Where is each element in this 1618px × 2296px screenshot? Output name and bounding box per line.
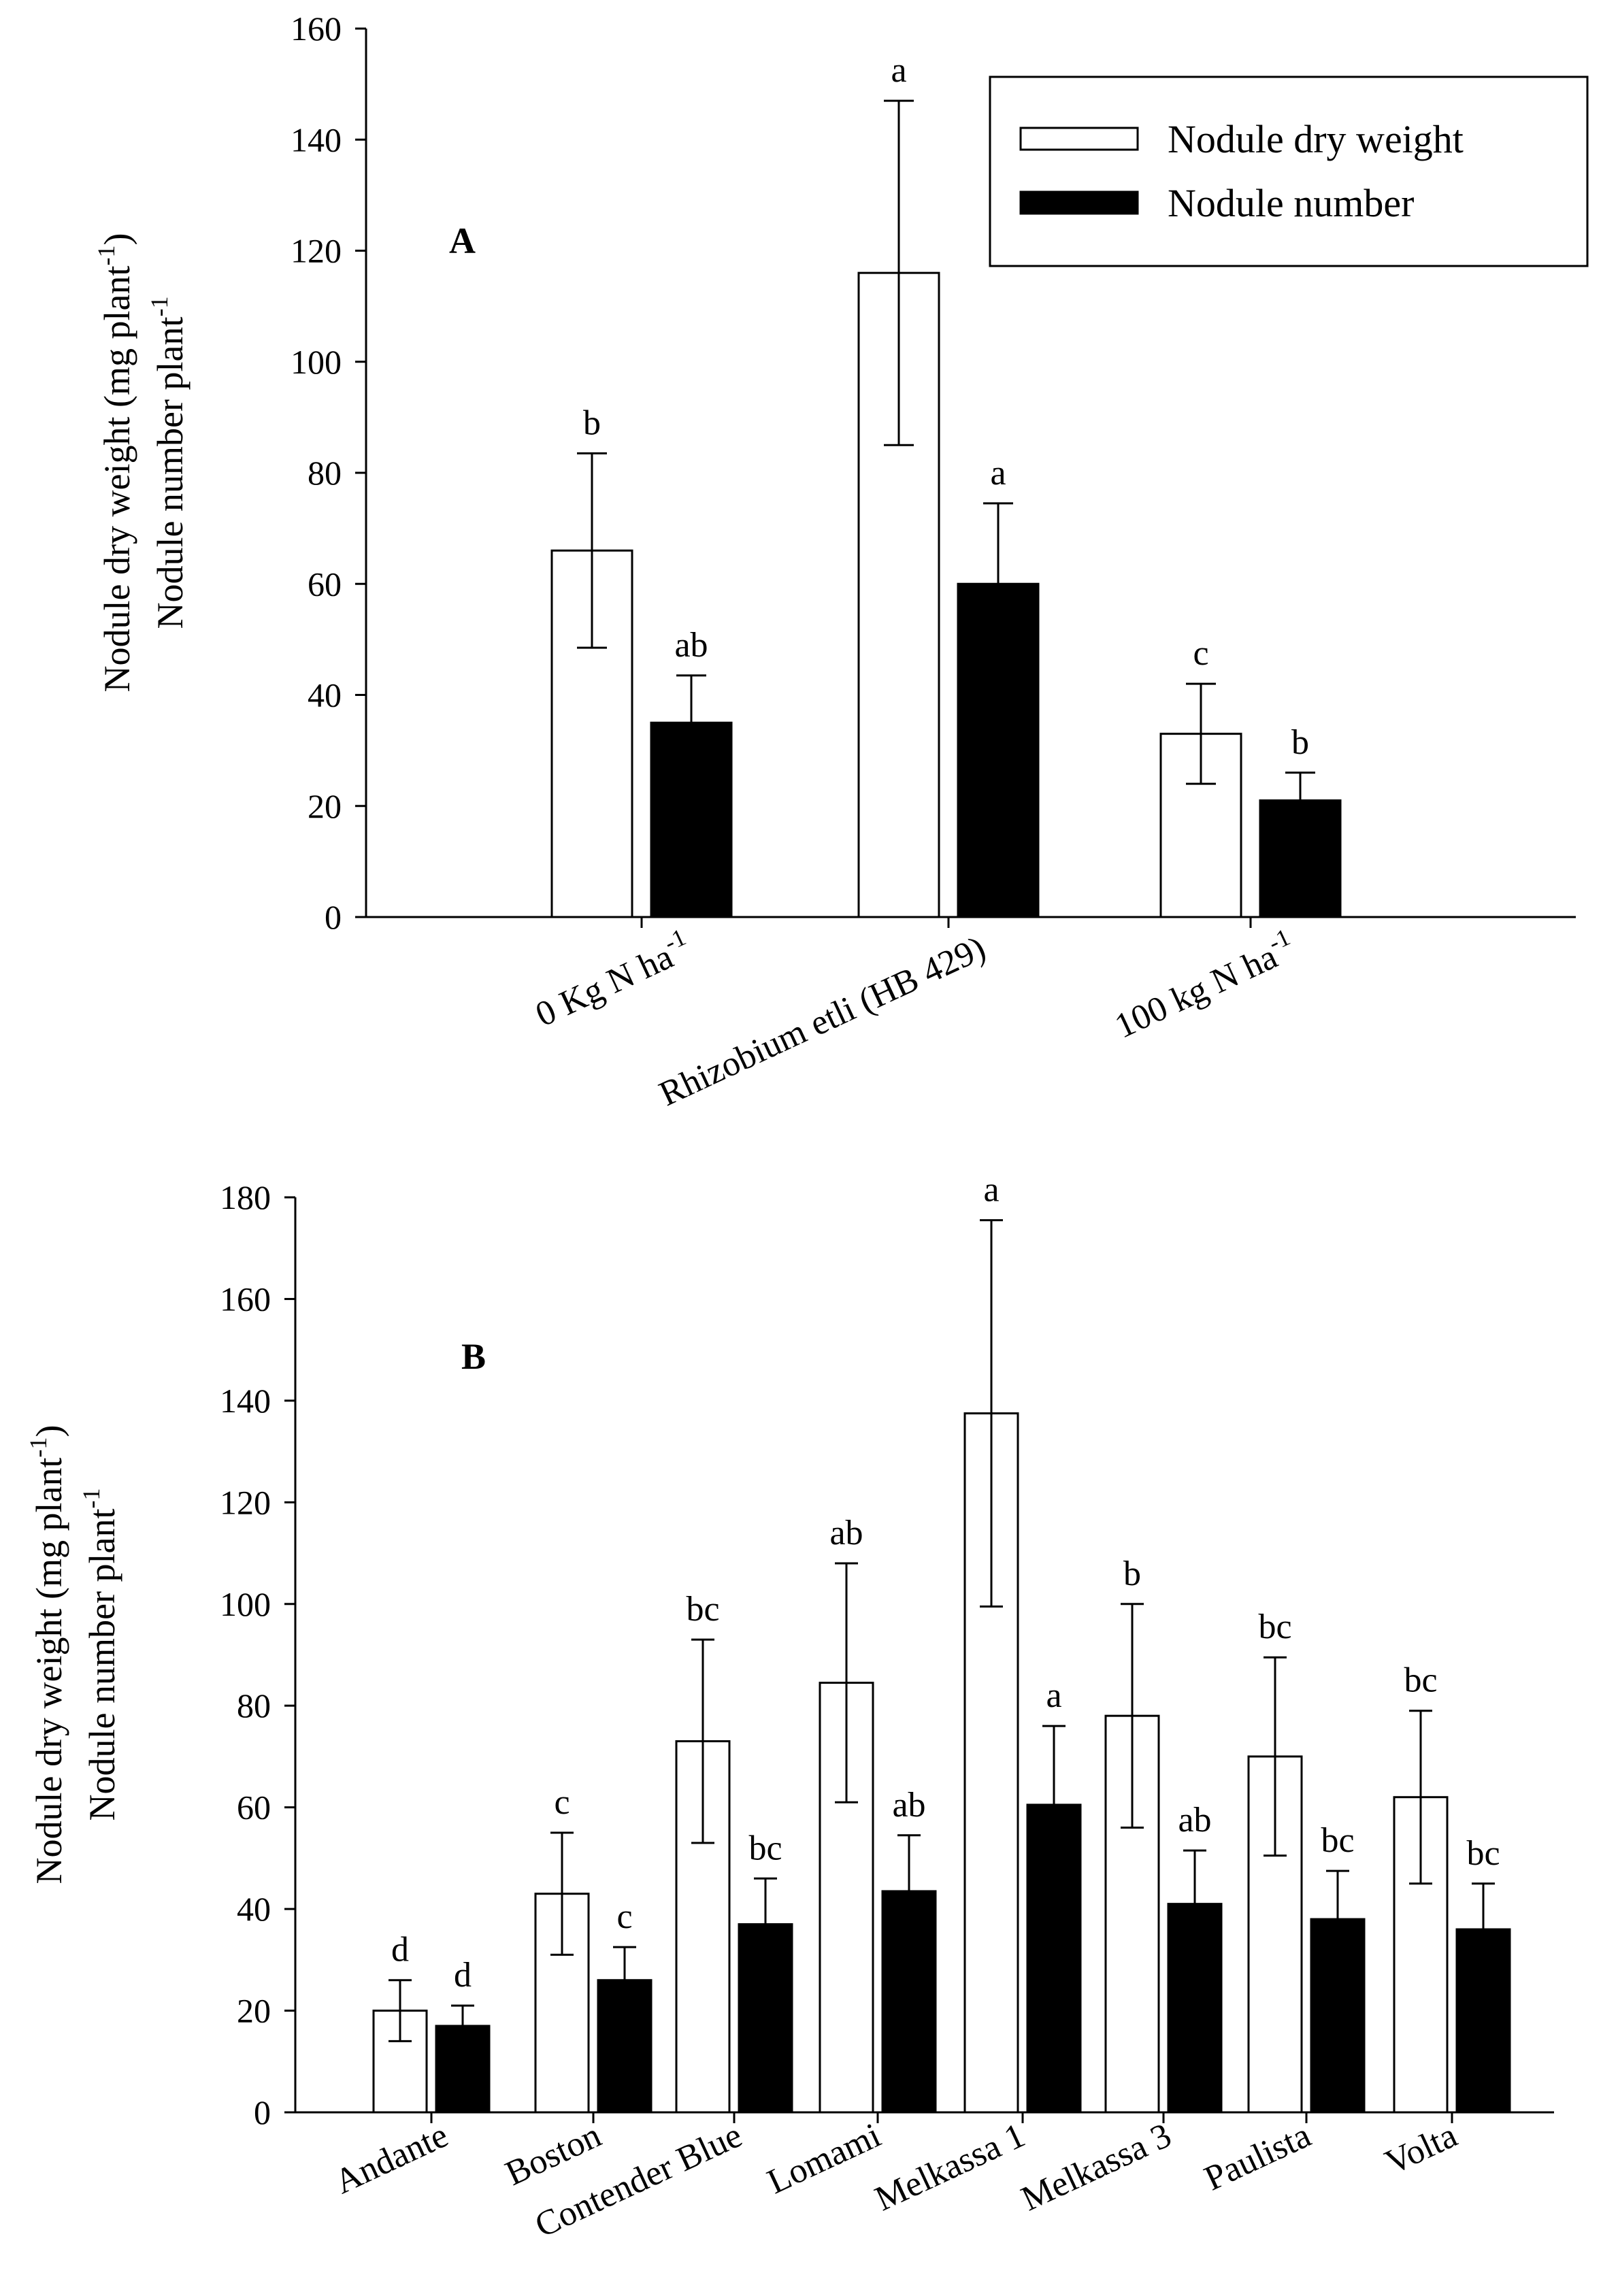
svg-text:Nodule dry weight (mg plant-1): Nodule dry weight (mg plant-1) [93, 233, 137, 693]
y-tick-label: 120 [291, 232, 342, 270]
panel-b-letter: B [461, 1336, 486, 1377]
significance-letter-nodule-number: ab [892, 1786, 925, 1825]
legend-swatch-dry-weight [1019, 127, 1139, 151]
y-tick-label: 140 [291, 120, 342, 159]
significance-letter-nodule-dry-weight: bc [1258, 1608, 1291, 1646]
y-tick-label: 160 [220, 1280, 271, 1318]
significance-letter-nodule-dry-weight: b [583, 403, 601, 442]
y-tick-label: 40 [237, 1890, 271, 1928]
y-tick-label: 120 [220, 1483, 271, 1521]
x-category-label-text: Andante [329, 2116, 454, 2201]
x-category-label-text: Volta [1379, 2116, 1463, 2182]
panel-a-y-label-line2-sup: -1 [146, 297, 173, 317]
panel-b-y-label: Nodule dry weight (mg plant-1) Nodule nu… [24, 1425, 122, 1884]
y-tick-label: 80 [237, 1686, 271, 1725]
panel-a-y-label: Nodule dry weight (mg plant-1) Nodule nu… [93, 233, 191, 693]
significance-letter-nodule-number: bc [748, 1829, 782, 1867]
y-tick-label: 0 [254, 2093, 271, 2131]
y-tick-label: 60 [308, 565, 342, 603]
x-category-label-text: 100 kg N ha [1109, 937, 1283, 1046]
panel-a-chart: A Nodule dry weight (mg plant-1) Nodule … [93, 10, 1589, 1114]
x-category-label-text: 0 Kg N ha [530, 937, 679, 1035]
y-tick-label: 40 [308, 676, 342, 714]
x-category-label-text: Melkassa 1 [870, 2116, 1031, 2218]
panel-b-y-label-line1-sup: -1 [24, 1437, 52, 1458]
x-category-label: Melkassa 1 [870, 2116, 1031, 2218]
x-category-label: 0 Kg N ha-1 [527, 923, 697, 1034]
panel-a-letter: A [449, 220, 476, 261]
significance-letter-nodule-dry-weight: c [554, 1783, 569, 1822]
significance-letter-nodule-dry-weight: bc [1404, 1661, 1437, 1700]
panel-a-y-label-line1-sup: -1 [93, 246, 120, 266]
y-tick-label: 100 [220, 1585, 271, 1623]
panel-a-y-label-line1: Nodule dry weight (mg plant [97, 266, 137, 693]
x-category-label: Volta [1379, 2116, 1463, 2182]
significance-letter-nodule-dry-weight: b [1123, 1554, 1141, 1593]
significance-letter-nodule-number: bc [1466, 1834, 1500, 1873]
significance-letter-nodule-number: a [990, 454, 1006, 493]
significance-letter-nodule-number: c [616, 1897, 632, 1936]
significance-letter-nodule-dry-weight: a [891, 51, 906, 90]
panel-b-y-label-line2: Nodule number plant [82, 1509, 122, 1821]
panel-a-y-label-line2: Nodule number plant [150, 317, 191, 629]
bar-nodule-number [435, 2025, 491, 2114]
significance-letter-nodule-number: bc [1321, 1821, 1354, 1860]
y-tick-label: 0 [325, 898, 342, 936]
legend-label-number: Nodule number [1168, 181, 1414, 225]
significance-letter-nodule-number: ab [1178, 1801, 1211, 1840]
svg-text:Nodule number plant-1: Nodule number plant-1 [146, 297, 191, 629]
legend-box [989, 76, 1589, 267]
significance-letter-nodule-number: b [1291, 723, 1309, 762]
x-category-label-text: Rhizobium etli (HB 429) [653, 929, 991, 1114]
significance-letter-nodule-dry-weight: d [391, 1931, 409, 1969]
x-category-label-text: Melkassa 3 [1016, 2116, 1177, 2218]
panel-a-legend: Nodule dry weight Nodule number [989, 76, 1589, 267]
x-category-label: 100 kg N ha-1 [1106, 923, 1302, 1046]
y-tick-label: 20 [237, 1992, 271, 2030]
y-tick-label: 80 [308, 454, 342, 492]
x-category-label: Rhizobium etli (HB 429) [653, 929, 991, 1114]
svg-text:Nodule dry weight (mg plant-1): Nodule dry weight (mg plant-1) [24, 1425, 69, 1884]
x-category-label: Melkassa 3 [1016, 2116, 1177, 2218]
x-category-label: Andante [329, 2116, 454, 2201]
y-tick-label: 140 [220, 1382, 271, 1420]
significance-letter-nodule-number: a [1046, 1676, 1061, 1715]
y-tick-label: 60 [237, 1788, 271, 1827]
x-category-label-text: Paulista [1199, 2116, 1317, 2198]
significance-letter-nodule-dry-weight: bc [686, 1590, 719, 1629]
x-category-label-text: Lomami [761, 2116, 887, 2201]
panel-b-chart: B Nodule dry weight (mg plant-1) Nodule … [24, 1171, 1554, 2245]
significance-letter-nodule-number: ab [674, 626, 708, 665]
y-tick-label: 160 [291, 10, 342, 48]
legend-label-dry-weight: Nodule dry weight [1168, 117, 1464, 161]
bar-nodule-dry-weight [534, 1893, 590, 2114]
y-tick-label: 100 [291, 343, 342, 381]
significance-letter-nodule-dry-weight: ab [829, 1514, 863, 1552]
panel-b-y-label-line1: Nodule dry weight (mg plant [29, 1458, 69, 1884]
significance-letter-nodule-dry-weight: a [983, 1171, 999, 1210]
y-tick-label: 180 [220, 1178, 271, 1216]
y-tick-label: 20 [308, 787, 342, 825]
x-category-label: Paulista [1199, 2116, 1317, 2198]
x-category-label: Lomami [761, 2116, 887, 2201]
significance-letter-nodule-number: d [454, 1956, 472, 1995]
significance-letter-nodule-dry-weight: c [1193, 634, 1208, 673]
panel-b-y-label-line2-sup: -1 [78, 1488, 105, 1509]
legend-swatch-number [1019, 190, 1139, 215]
svg-text:Nodule number plant-1: Nodule number plant-1 [78, 1488, 122, 1821]
